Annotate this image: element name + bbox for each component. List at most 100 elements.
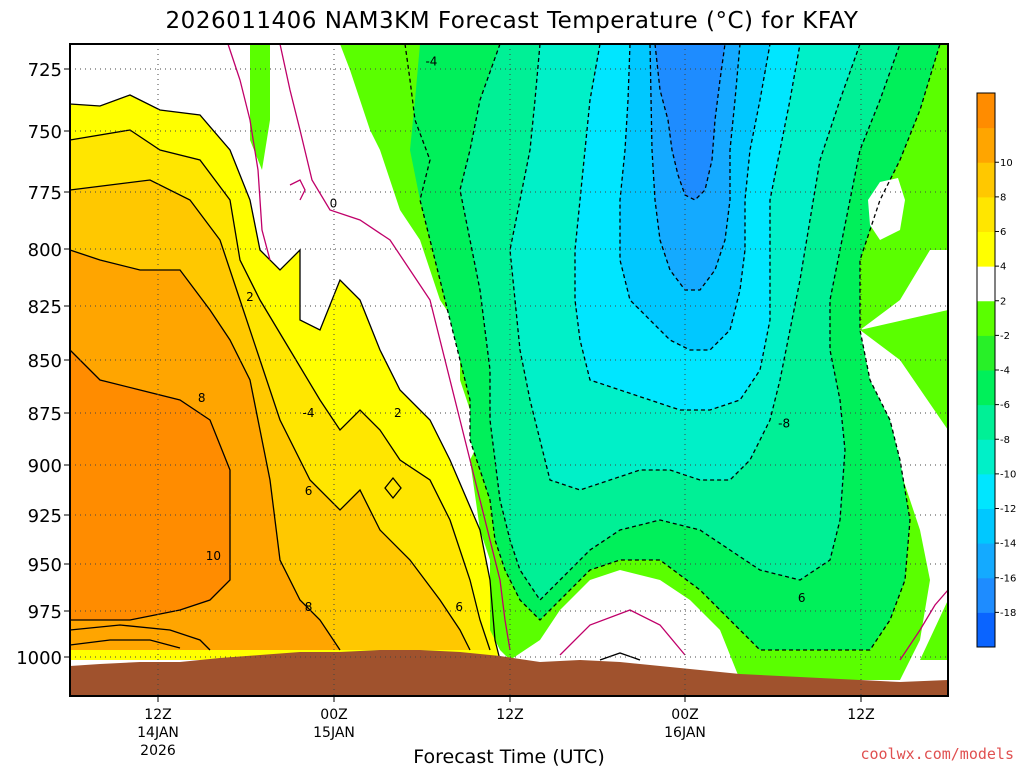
contour-label: 6 [305, 484, 313, 498]
chart-title: 2026011406 NAM3KM Forecast Temperature (… [166, 8, 859, 34]
colorbar-tick-label: -8 [1000, 435, 1010, 446]
contour-line [279, 43, 511, 651]
colorbar-tick-label: -16 [1000, 573, 1016, 584]
colorbar-block [977, 612, 995, 648]
xtick-group: 12Z [847, 696, 875, 723]
contour-line [899, 589, 949, 661]
ytick-label: 775 [28, 183, 62, 204]
ytick-label: 800 [28, 240, 62, 261]
ytick-label: 825 [28, 297, 62, 318]
xtick-label: 12Z [144, 707, 171, 723]
colorbar-block [977, 127, 995, 163]
xtick-label: 12Z [847, 707, 874, 723]
colorbar-block [977, 508, 995, 544]
colorbar-labels: -18 -16 -14 -12 -10 -8 -6 -4 -2 2 4 6 8 10 [995, 158, 1016, 619]
contour-line [459, 43, 901, 602]
xtick-group: 00Z 16JAN [664, 696, 706, 741]
ytick-label: 750 [28, 122, 62, 143]
xtick-label: 14JAN [137, 725, 179, 741]
colorbar-tick-label: -14 [1000, 539, 1016, 550]
contour-label: 2 [246, 290, 254, 304]
xtick-label: 15JAN [313, 725, 355, 741]
xtick-group: 00Z 15JAN [313, 696, 355, 741]
grid-lines [70, 44, 948, 696]
contour-line [289, 179, 306, 201]
colorbar-tick-label: -2 [1000, 331, 1010, 342]
contour-line [384, 476, 402, 500]
colorbar-frame [976, 92, 996, 648]
contour-line [619, 43, 771, 351]
ytick-mark: 800 [28, 240, 70, 261]
contour-label: -8 [778, 416, 790, 430]
contour-line [654, 43, 726, 201]
ytick-mark: 900 [28, 456, 70, 477]
contour-line [69, 179, 471, 651]
colorbar-block [977, 473, 995, 509]
colorbar-block [977, 439, 995, 475]
contour-label-group: -4 0 2 8 -4 2 -8 6 10 8 6 6 [198, 55, 806, 615]
x-axis: 12Z 14JAN 2026 00Z 15JAN 12Z 00Z 16JAN 1… [137, 696, 875, 768]
ytick-mark: 975 [28, 602, 70, 623]
ytick-label: 875 [28, 404, 62, 425]
credit-link[interactable]: coolwx.com/models [860, 745, 1014, 763]
region-above-minus2-bottom [540, 585, 720, 660]
colorbar-tick-label: -10 [1000, 469, 1016, 480]
contour-line [69, 624, 211, 651]
region-minus16-to-minus18 [655, 44, 725, 200]
plot-area [69, 43, 949, 697]
terrain-ground [70, 650, 948, 696]
region-above-minus2-right [868, 178, 905, 240]
plot-frame [69, 43, 949, 697]
contour-line [69, 94, 501, 661]
contour-label: 8 [198, 391, 206, 405]
ytick-mark: 925 [28, 506, 70, 527]
x-axis-title: Forecast Time (UTC) [413, 746, 604, 768]
contour-label: 8 [305, 600, 313, 614]
colorbar-tick-label: -4 [1000, 366, 1010, 377]
ytick-mark: 750 [28, 122, 70, 143]
colorbar-tick-label: -12 [1000, 504, 1016, 515]
ytick-mark: 875 [28, 404, 70, 425]
ytick-label: 1000 [16, 648, 62, 669]
xtick-label: 00Z [671, 707, 698, 723]
colorbar-block [977, 577, 995, 613]
contour-line [599, 652, 641, 661]
ytick-mark: 850 [28, 351, 70, 372]
colorbar-block [977, 162, 995, 198]
colorbar: -18 -16 -14 -12 -10 -8 -6 -4 -2 2 4 6 8 10 [976, 92, 1016, 648]
contour-lines [69, 43, 949, 661]
colorbar-block [977, 300, 995, 336]
ytick-mark: 1000 [16, 648, 70, 669]
colorbar-block [977, 266, 995, 302]
xtick-group: 12Z [496, 696, 524, 723]
contour-line [69, 249, 341, 651]
region-minus2-green-strip [250, 44, 270, 170]
ytick-mark: 775 [28, 183, 70, 204]
colorbar-tick-label: -6 [1000, 400, 1010, 411]
colorbar-block [977, 196, 995, 232]
colorbar-block [977, 335, 995, 371]
contour-line [559, 609, 686, 656]
ytick-label: 850 [28, 351, 62, 372]
contour-label: -4 [303, 406, 315, 420]
xtick-label: 12Z [496, 707, 523, 723]
contour-label: -4 [425, 55, 437, 69]
ytick-label: 925 [28, 506, 62, 527]
ytick-mark: 725 [28, 60, 70, 81]
y-axis: 725 750 775 800 825 850 875 900 [16, 60, 70, 669]
colorbar-tick-label: 4 [1000, 262, 1006, 273]
contour-label: 10 [206, 549, 221, 563]
colorbar-tick-label: 6 [1000, 227, 1006, 238]
region-0-to-2 [280, 150, 460, 430]
xtick-label: 00Z [320, 707, 347, 723]
xtick-group: 12Z 14JAN 2026 [137, 696, 179, 759]
contour-label: 2 [394, 406, 402, 420]
xtick-label: 2026 [140, 743, 176, 759]
contour-line [404, 43, 941, 651]
ytick-mark: 825 [28, 297, 70, 318]
colorbar-tick-label: 8 [1000, 192, 1006, 203]
ytick-label: 725 [28, 60, 62, 81]
ytick-label: 975 [28, 602, 62, 623]
contour-line [227, 43, 271, 261]
